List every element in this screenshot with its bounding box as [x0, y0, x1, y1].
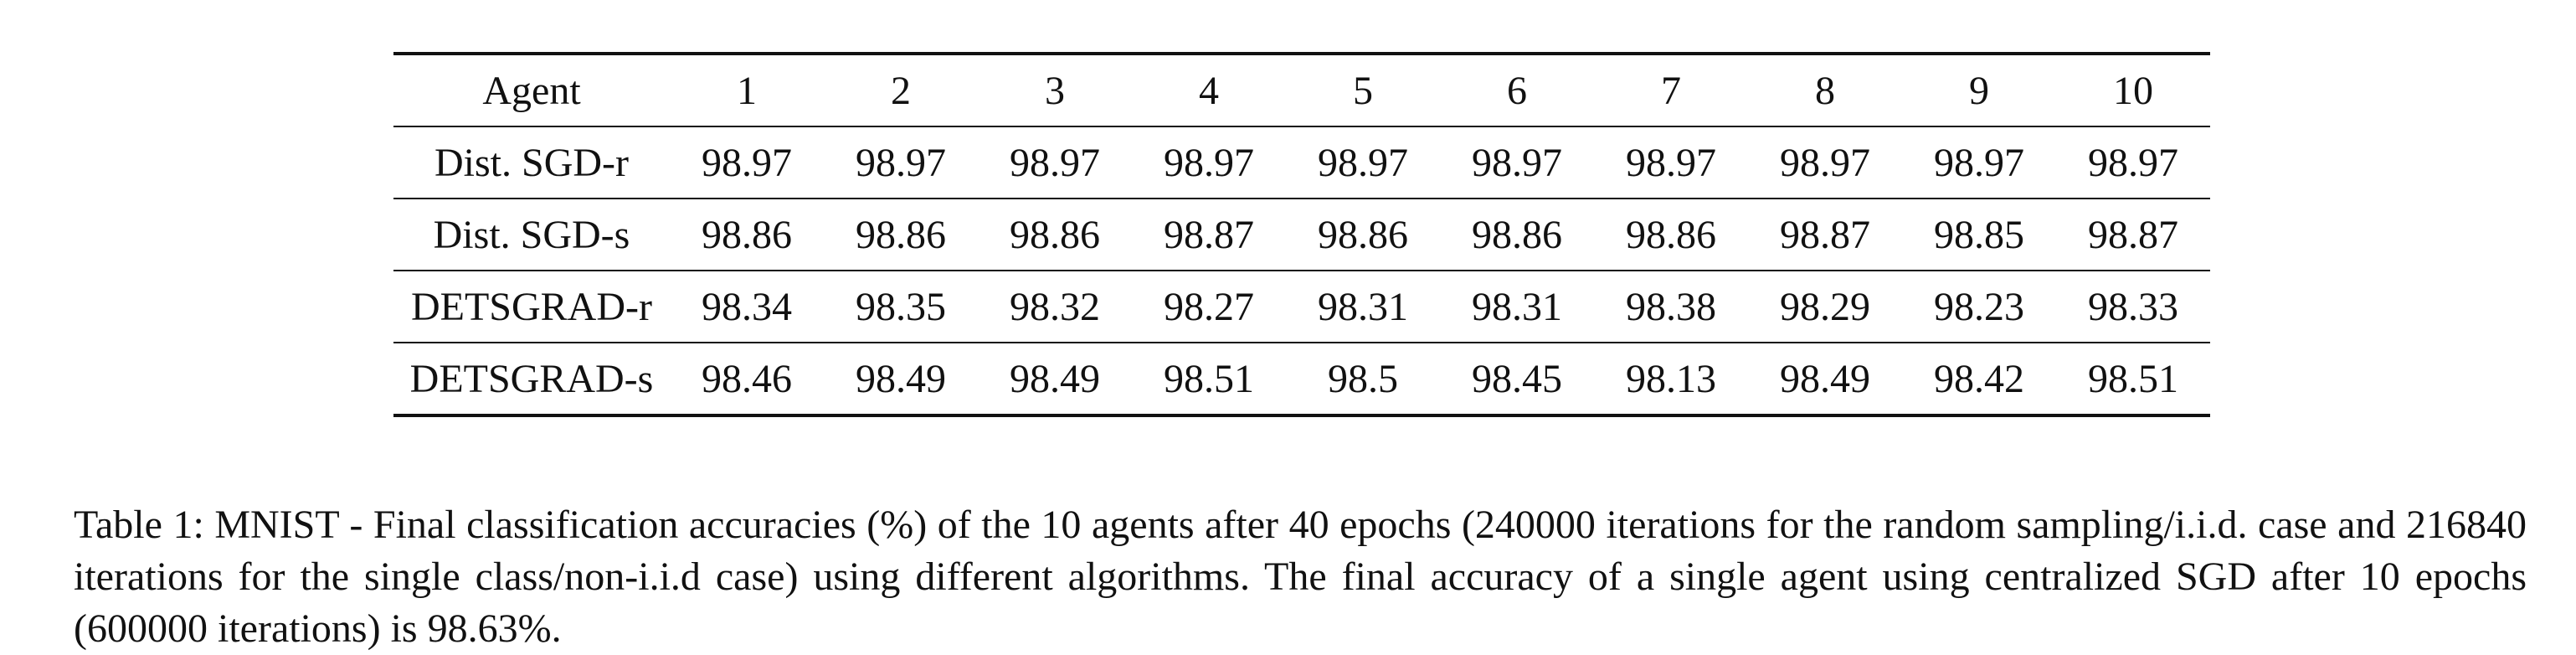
table-cell: 98.33	[2088, 284, 2178, 329]
table-cell: 98.97	[1780, 140, 1870, 185]
row-label: Dist. SGD-r	[434, 140, 629, 185]
table-row: DETSGRAD-s 98.46 98.49 98.49 98.51 98.5 …	[393, 343, 2210, 415]
table-cell: 98.31	[1472, 284, 1562, 329]
table-cell: 98.86	[856, 212, 946, 257]
table-cell: 98.97	[1934, 140, 2024, 185]
table-cell: 98.46	[702, 356, 792, 401]
table-cell: 98.27	[1164, 284, 1254, 329]
column-header-agent: Agent	[482, 68, 581, 113]
column-header-agent-2: 2	[891, 68, 911, 113]
table-cell: 98.87	[1780, 212, 1870, 257]
table-cell: 98.51	[2088, 356, 2178, 401]
table-cell: 98.97	[1010, 140, 1100, 185]
table-cell: 98.97	[1472, 140, 1562, 185]
table-cell: 98.45	[1472, 356, 1562, 401]
table-cell: 98.29	[1780, 284, 1870, 329]
table-cell: 98.32	[1010, 284, 1100, 329]
table-header-row: Agent 1 2 3 4 5 6 7 8 9 10	[393, 54, 2210, 126]
column-header-agent-6: 6	[1507, 68, 1527, 113]
column-header-agent-1: 1	[737, 68, 757, 113]
table-cell: 98.97	[856, 140, 946, 185]
table-cell: 98.86	[1626, 212, 1716, 257]
table-cell: 98.35	[856, 284, 946, 329]
column-header-agent-5: 5	[1353, 68, 1373, 113]
table-cell: 98.38	[1626, 284, 1716, 329]
table-cell: 98.86	[702, 212, 792, 257]
table-cell: 98.49	[856, 356, 946, 401]
column-header-agent-3: 3	[1045, 68, 1065, 113]
column-header-agent-9: 9	[1969, 68, 1989, 113]
table-cell: 98.97	[1164, 140, 1254, 185]
table-cell: 98.87	[1164, 212, 1254, 257]
table-cell: 98.86	[1010, 212, 1100, 257]
table-cell: 98.97	[1626, 140, 1716, 185]
table-cell: 98.97	[1318, 140, 1408, 185]
results-table-container: Agent 1 2 3 4 5 6 7 8 9 10 Dist. SGD-r 9…	[393, 52, 2210, 417]
table-cell: 98.97	[702, 140, 792, 185]
column-header-agent-8: 8	[1815, 68, 1835, 113]
table-cell: 98.49	[1780, 356, 1870, 401]
column-header-agent-7: 7	[1661, 68, 1681, 113]
row-label: DETSGRAD-r	[411, 284, 652, 329]
table-cell: 98.51	[1164, 356, 1254, 401]
table-cell: 98.86	[1472, 212, 1562, 257]
table-row: Dist. SGD-s 98.86 98.86 98.86 98.87 98.8…	[393, 199, 2210, 271]
table-row: DETSGRAD-r 98.34 98.35 98.32 98.27 98.31…	[393, 271, 2210, 343]
column-header-agent-10: 10	[2113, 68, 2153, 113]
table-cell: 98.23	[1934, 284, 2024, 329]
table-row: Dist. SGD-r 98.97 98.97 98.97 98.97 98.9…	[393, 126, 2210, 199]
table-cell: 98.49	[1010, 356, 1100, 401]
table-cell: 98.13	[1626, 356, 1716, 401]
table-cell: 98.34	[702, 284, 792, 329]
table-cell: 98.42	[1934, 356, 2024, 401]
table-cell: 98.87	[2088, 212, 2178, 257]
table-cell: 98.86	[1318, 212, 1408, 257]
results-table: Agent 1 2 3 4 5 6 7 8 9 10 Dist. SGD-r 9…	[393, 52, 2210, 417]
row-label: Dist. SGD-s	[433, 212, 630, 257]
row-label: DETSGRAD-s	[409, 356, 654, 401]
table-cell: 98.5	[1328, 356, 1398, 401]
table-cell: 98.31	[1318, 284, 1408, 329]
table-caption: Table 1: MNIST - Final classification ac…	[74, 503, 2527, 651]
table-cell: 98.97	[2088, 140, 2178, 185]
column-header-agent-4: 4	[1199, 68, 1219, 113]
table-cell: 98.85	[1934, 212, 2024, 257]
